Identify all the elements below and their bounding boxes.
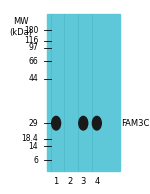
Text: 2: 2 — [67, 177, 72, 186]
Text: 6: 6 — [33, 156, 38, 165]
Ellipse shape — [52, 116, 61, 130]
Text: 29: 29 — [29, 119, 38, 128]
Text: 116: 116 — [24, 36, 38, 45]
Text: FAM3C: FAM3C — [122, 119, 150, 128]
Text: 14: 14 — [29, 142, 38, 151]
Ellipse shape — [79, 116, 88, 130]
Ellipse shape — [92, 116, 101, 130]
Text: 3: 3 — [81, 177, 86, 186]
Text: 66: 66 — [28, 57, 38, 66]
Text: 180: 180 — [24, 26, 38, 35]
Text: 44: 44 — [28, 74, 38, 83]
Bar — [47, 14, 120, 171]
Text: 4: 4 — [94, 177, 99, 186]
Text: 1: 1 — [54, 177, 59, 186]
Text: MW
(kDa): MW (kDa) — [9, 17, 32, 37]
Text: 18.4: 18.4 — [21, 134, 38, 143]
Text: 97: 97 — [28, 43, 38, 52]
